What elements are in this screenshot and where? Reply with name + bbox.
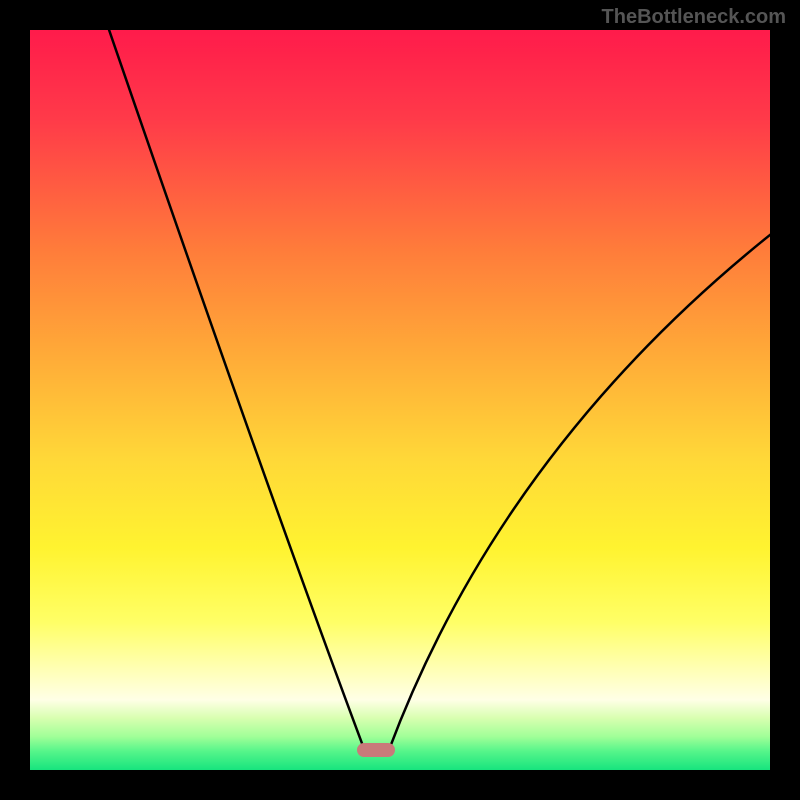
- bottleneck-curve: [30, 30, 770, 770]
- plot-area: [30, 30, 770, 770]
- bottleneck-marker: [357, 743, 395, 757]
- watermark-text: TheBottleneck.com: [602, 6, 786, 29]
- chart-container: TheBottleneck.com: [0, 0, 800, 800]
